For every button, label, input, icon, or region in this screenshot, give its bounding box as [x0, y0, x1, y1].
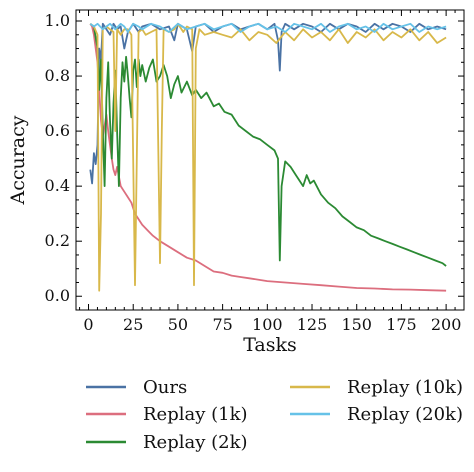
series-line-1 — [89, 23, 447, 292]
series-line-3 — [89, 22, 447, 292]
x-tick-label: 0 — [83, 315, 93, 334]
y-tick-label: 1.0 — [45, 11, 70, 30]
series-line-0 — [89, 22, 447, 185]
legend-label-3: Replay (10k) — [347, 377, 463, 398]
series-line-4 — [89, 22, 447, 33]
legend-label-2: Replay (2k) — [143, 432, 248, 453]
x-tick-label: 50 — [168, 315, 188, 334]
y-tick-label: 0.2 — [45, 231, 70, 250]
x-tick-label: 200 — [431, 315, 462, 334]
x-tick-label: 100 — [252, 315, 283, 334]
y-tick-label: 0.8 — [45, 66, 70, 85]
plot-lines — [89, 22, 447, 292]
x-tick-label: 175 — [386, 315, 417, 334]
series-line-2 — [89, 23, 447, 267]
x-tick-label: 75 — [212, 315, 232, 334]
plot-frame — [75, 9, 465, 311]
legend-label-1: Replay (1k) — [143, 404, 248, 425]
x-tick-label: 125 — [297, 315, 328, 334]
legend: Ours Replay (1k) Replay (2k) Replay (10k) Re… — [86, 377, 463, 453]
legend-label-0: Ours — [143, 377, 187, 398]
x-tick-label: 25 — [123, 315, 143, 334]
legend-label-4: Replay (20k) — [347, 404, 463, 425]
x-tick-label: 150 — [341, 315, 372, 334]
y-axis-label: Accuracy — [7, 115, 29, 205]
x-axis-label: Tasks — [243, 334, 297, 356]
x-axis-ticks: 0 25 50 75 100 125 150 175 200 — [79, 10, 462, 334]
y-tick-label: 0.4 — [45, 176, 70, 195]
y-tick-label: 0.6 — [45, 121, 70, 140]
y-tick-label: 0.0 — [45, 286, 70, 305]
y-axis-ticks: 0.0 0.2 0.4 0.6 0.8 1.0 — [45, 11, 464, 305]
